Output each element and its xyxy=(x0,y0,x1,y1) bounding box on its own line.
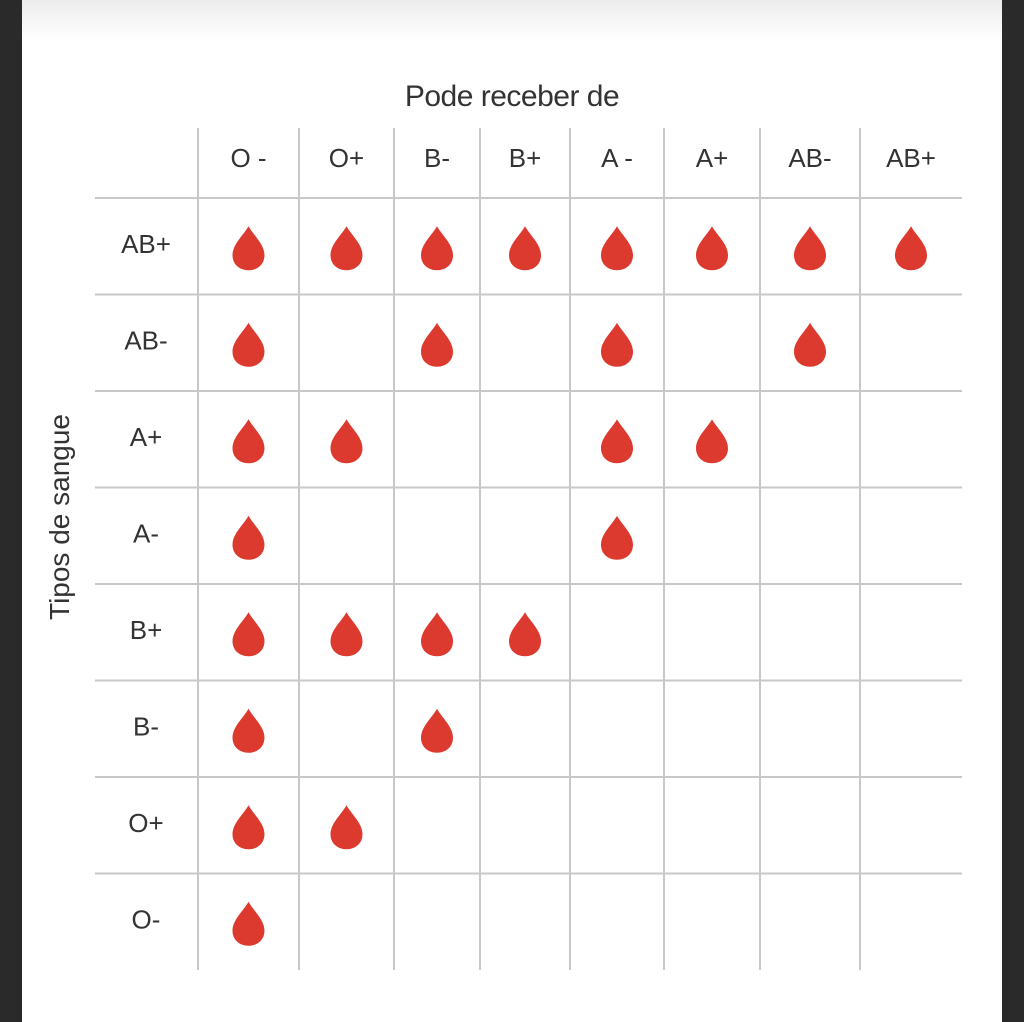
blood-drop-icon xyxy=(330,226,363,271)
row-label: O- xyxy=(132,905,161,935)
column-label: AB+ xyxy=(886,143,936,173)
blood-drops xyxy=(232,226,927,946)
blood-drop-icon xyxy=(696,419,728,464)
row-label: A- xyxy=(133,519,159,549)
blood-drop-icon xyxy=(601,322,633,367)
top-shade xyxy=(22,0,1002,40)
row-label: O+ xyxy=(128,808,163,838)
column-heading: Pode receber de xyxy=(404,80,620,113)
blood-drop-icon xyxy=(232,708,265,753)
blood-drop-icon xyxy=(330,805,363,850)
grid-lines xyxy=(95,128,962,970)
blood-drop-icon xyxy=(696,226,728,271)
blood-drop-icon xyxy=(232,515,265,560)
blood-drop-icon xyxy=(601,419,633,464)
row-label: B+ xyxy=(130,615,163,645)
blood-drop-icon xyxy=(794,226,826,271)
blood-drop-icon xyxy=(232,226,265,271)
column-labels: O - O+ B- B+ A - A+ AB- AB+ xyxy=(230,143,935,173)
blood-drop-icon xyxy=(509,226,541,271)
column-label: O - xyxy=(230,143,266,173)
column-label: A - xyxy=(601,143,633,173)
blood-drop-icon xyxy=(421,612,453,657)
blood-drop-icon xyxy=(509,612,541,657)
column-label: A+ xyxy=(696,143,729,173)
blood-drop-icon xyxy=(232,901,265,946)
blood-drop-icon xyxy=(232,612,265,657)
row-label: B- xyxy=(133,712,159,742)
column-label: B- xyxy=(424,143,450,173)
blood-drop-icon xyxy=(601,226,633,271)
blood-drop-icon xyxy=(421,322,453,367)
blood-drop-icon xyxy=(794,322,826,367)
blood-drop-icon xyxy=(601,515,633,560)
blood-drop-icon xyxy=(895,226,927,271)
blood-drop-icon xyxy=(232,419,265,464)
column-label: O+ xyxy=(329,143,364,173)
column-label: B+ xyxy=(509,143,542,173)
row-label: A+ xyxy=(130,422,163,452)
row-label: AB+ xyxy=(121,229,171,259)
column-label: AB- xyxy=(788,143,831,173)
page-frame xyxy=(22,0,1002,1022)
blood-drop-icon xyxy=(421,708,453,753)
blood-drop-icon xyxy=(330,612,363,657)
blood-drop-icon xyxy=(232,805,265,850)
row-labels: AB+ AB- A+ A- B+ B- O+ O- xyxy=(121,229,171,935)
row-label: AB- xyxy=(124,326,167,356)
blood-drop-icon xyxy=(232,322,265,367)
blood-drop-icon xyxy=(421,226,453,271)
blood-drop-icon xyxy=(330,419,363,464)
